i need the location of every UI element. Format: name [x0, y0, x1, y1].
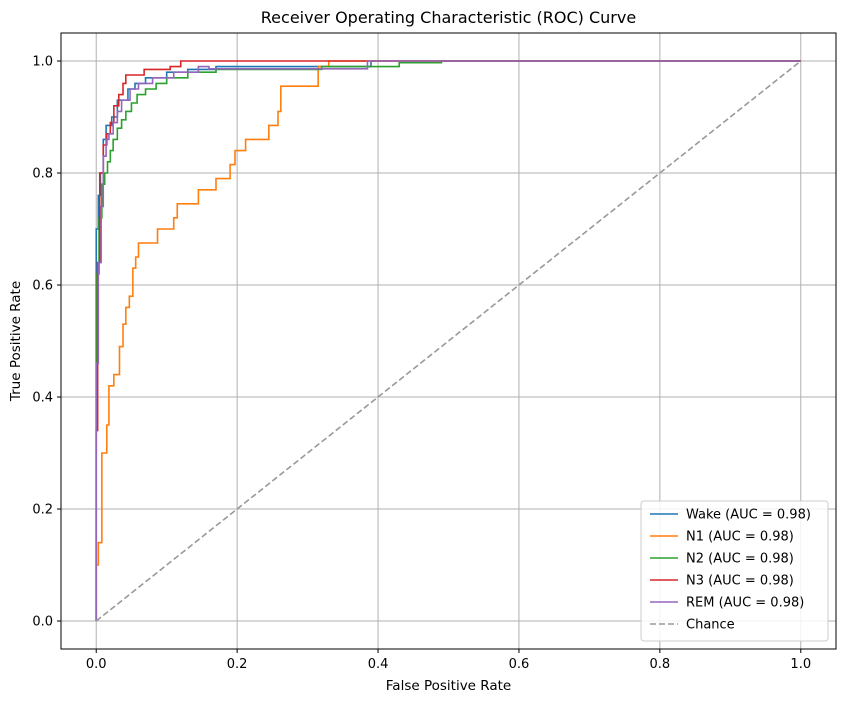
legend-label: REM (AUC = 0.98): [686, 596, 804, 611]
legend-box: [640, 500, 829, 642]
series-line-n1: [95, 60, 801, 621]
y-tick-label: 0.6: [32, 279, 53, 294]
y-tick-label: 1.0: [32, 55, 53, 70]
y-tick-label: 0.8: [32, 167, 53, 182]
y-tick-label: 0.2: [32, 503, 53, 518]
y-tick-label: 0.4: [32, 391, 53, 406]
x-tick-label: 0.4: [368, 657, 389, 672]
legend: Wake (AUC = 0.98) N1 (AUC = 0.98) N2 (AUC …: [640, 500, 829, 642]
series-lines: [95, 60, 802, 622]
x-tick-label: 0.2: [227, 657, 248, 672]
legend-label: N3 (AUC = 0.98): [686, 574, 794, 589]
y-axis-label: True Positive Rate: [8, 281, 24, 402]
x-tick-label: 0.0: [86, 657, 107, 672]
legend-label: N2 (AUC = 0.98): [686, 552, 794, 567]
x-tick-label: 1.0: [790, 657, 811, 672]
x-tick-label: 0.6: [509, 657, 530, 672]
series-line-rem: [95, 60, 801, 621]
x-tick-label: 0.8: [650, 657, 671, 672]
legend-label: Wake (AUC = 0.98): [686, 508, 811, 523]
y-tick-label: 0.0: [32, 615, 53, 630]
axis-ticks: 0.0 0.2 0.4 0.6 0.8 1.0 0.0 0.2 0.4 0.6 0.8 1.0: [32, 55, 811, 673]
chart-title: Receiver Operating Characteristic (ROC) …: [261, 8, 636, 27]
series-line-n3: [95, 60, 801, 621]
series-line-chance: [95, 60, 802, 622]
x-axis-label: False Positive Rate: [386, 678, 511, 694]
legend-label: Chance: [686, 618, 735, 633]
legend-label: N1 (AUC = 0.98): [686, 530, 794, 545]
plot-frame: [60, 32, 837, 650]
